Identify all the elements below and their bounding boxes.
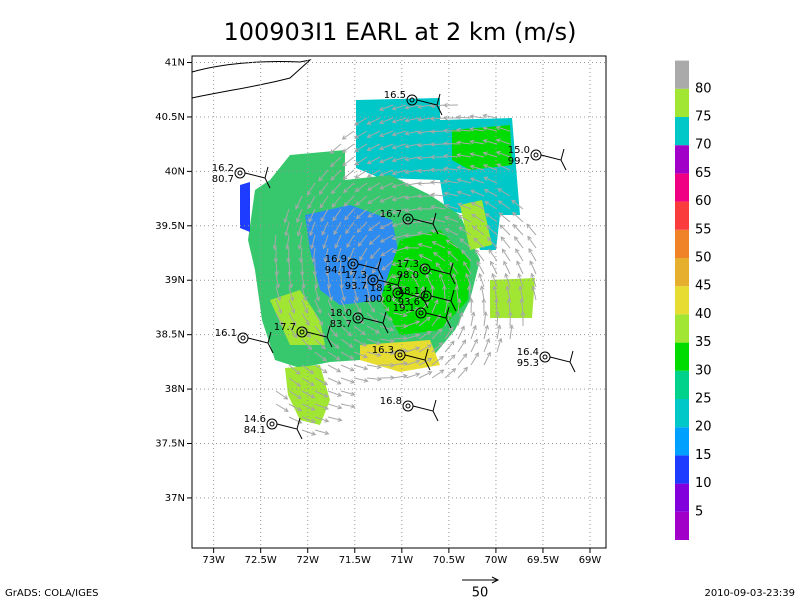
field-patch [240, 182, 250, 232]
station-label: 16.7 [380, 209, 402, 220]
station-label: 16.4 [517, 347, 539, 358]
colorbar-box [675, 202, 689, 230]
station-label: 16.5 [384, 90, 406, 101]
colorbar-box [675, 343, 689, 371]
station-label: 16.3 [372, 345, 394, 356]
footer-left: GrADS: COLA/IGES [5, 588, 99, 599]
station-label: 17.3 [345, 270, 367, 281]
station-label: 14.6 [244, 414, 266, 425]
colorbar-label: 80 [695, 81, 712, 96]
station-label: 18.3 [370, 283, 392, 294]
y-tick-label: 38N [165, 384, 185, 395]
colorbar-label: 70 [695, 138, 712, 153]
colorbar-label: 15 [695, 448, 712, 463]
colorbar-label: 25 [695, 392, 712, 407]
colorbar-label: 35 [695, 335, 712, 350]
colorbar-box [675, 455, 689, 483]
colorbar-label: 30 [695, 363, 712, 378]
colorbar-box [675, 117, 689, 145]
colorbar-box [675, 286, 689, 314]
colorbar-label: 75 [695, 110, 712, 125]
vector [444, 143, 458, 144]
x-tick-label: 71.5W [339, 555, 371, 566]
colorbar-box [675, 427, 689, 455]
colorbar-box [675, 145, 689, 173]
y-tick-label: 40N [165, 166, 185, 177]
x-tick-label: 73W [202, 555, 225, 566]
x-tick-label: 70W [485, 555, 508, 566]
colorbar-label: 55 [695, 222, 712, 237]
station-label: 16.8 [380, 396, 402, 407]
colorbar-label: 65 [695, 166, 712, 181]
colorbar-label: 45 [695, 279, 712, 294]
station-label: 17.7 [274, 322, 296, 333]
colorbar-box [675, 371, 689, 399]
colorbar-box [675, 484, 689, 512]
station-label: 94.1 [325, 265, 347, 276]
y-tick-label: 37N [165, 493, 185, 504]
station-label: 16.9 [325, 254, 347, 265]
colorbar-box [675, 399, 689, 427]
station-label: 83.7 [330, 319, 352, 330]
colorbar-label: 40 [695, 307, 712, 322]
title: 100903I1 EARL at 2 km (m/s) [223, 18, 576, 46]
field-patch [452, 125, 512, 170]
station-label: 19.1 [393, 303, 415, 314]
y-tick-label: 39N [165, 275, 185, 286]
footer-right: 2010-09-03-23:39 [704, 588, 795, 599]
station-label: 15.0 [508, 145, 530, 156]
reference-label: 50 [472, 586, 489, 601]
station-label: 99.7 [508, 156, 530, 167]
y-tick-label: 37.5N [155, 439, 185, 450]
station-label: 100.0 [363, 294, 392, 305]
station-label: 80.7 [212, 174, 234, 185]
station-label: 16.1 [215, 328, 237, 339]
colorbar-label: 20 [695, 420, 712, 435]
station-label: 84.1 [244, 425, 266, 436]
station-label: 93.7 [345, 281, 367, 292]
colorbar-box [675, 61, 689, 89]
colorbar-label: 10 [695, 476, 712, 491]
colorbar-box [675, 314, 689, 342]
station-label: 18.0 [330, 308, 352, 319]
y-tick-label: 38.5N [155, 330, 185, 341]
colorbar-label: 50 [695, 251, 712, 266]
station-label: 16.2 [212, 163, 234, 174]
vector [288, 248, 289, 262]
x-tick-label: 72W [296, 555, 319, 566]
colorbar-box [675, 512, 689, 540]
station-label: 18.1 [398, 286, 420, 297]
colorbar-box [675, 89, 689, 117]
y-tick-label: 40.5N [155, 112, 185, 123]
x-tick-label: 69.5W [527, 555, 559, 566]
x-tick-label: 71W [391, 555, 414, 566]
colorbar-label: 60 [695, 194, 712, 209]
x-tick-label: 69W [579, 555, 602, 566]
station-label: 17.3 [397, 259, 419, 270]
colorbar-box [675, 230, 689, 258]
y-tick-label: 39.5N [155, 221, 185, 232]
x-tick-label: 70.5W [433, 555, 465, 566]
x-tick-label: 72.5W [245, 555, 277, 566]
colorbar-box [675, 173, 689, 201]
vector [405, 235, 419, 236]
colorbar-label: 5 [695, 504, 703, 519]
colorbar-box [675, 258, 689, 286]
y-tick-label: 41N [165, 58, 185, 69]
station-label: 95.3 [517, 358, 539, 369]
